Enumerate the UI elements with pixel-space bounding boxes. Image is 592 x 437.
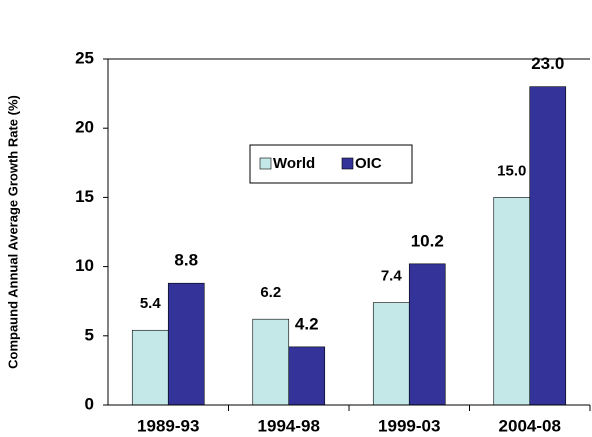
legend-box (249, 144, 413, 184)
data-label: 6.2 (260, 284, 281, 301)
y-tick-label: 0 (85, 394, 94, 413)
data-label: 15.0 (497, 162, 526, 179)
y-tick-label: 5 (85, 325, 94, 344)
bar (493, 197, 531, 406)
bar (408, 263, 446, 406)
bar (288, 346, 326, 406)
y-tick-label: 10 (75, 256, 94, 275)
x-tick-label: 1999-03 (378, 416, 440, 435)
x-tick-label: 1994-98 (258, 416, 320, 435)
data-label: 4.2 (295, 314, 319, 333)
legend-swatch (259, 157, 272, 170)
legend-label: World (273, 155, 315, 172)
y-axis-label: Compaund Annual Average Growth Rate (%) (5, 95, 20, 369)
y-tick-label: 20 (75, 118, 94, 137)
x-tick-label: 2004-08 (499, 416, 561, 435)
bar (252, 318, 290, 406)
x-tick-label: 1989-93 (137, 416, 199, 435)
bar (372, 302, 410, 406)
bar (131, 329, 169, 406)
data-label: 8.8 (174, 251, 198, 270)
y-tick-label: 15 (75, 187, 94, 206)
y-tick-label: 25 (75, 48, 94, 67)
data-label: 10.2 (411, 231, 444, 250)
legend-swatch (341, 157, 354, 170)
bar (167, 282, 205, 406)
data-label: 7.4 (381, 268, 403, 285)
legend-label: OIC (355, 155, 382, 172)
bar (529, 86, 567, 406)
data-label: 5.4 (140, 295, 162, 312)
data-label: 23.0 (531, 54, 564, 73)
